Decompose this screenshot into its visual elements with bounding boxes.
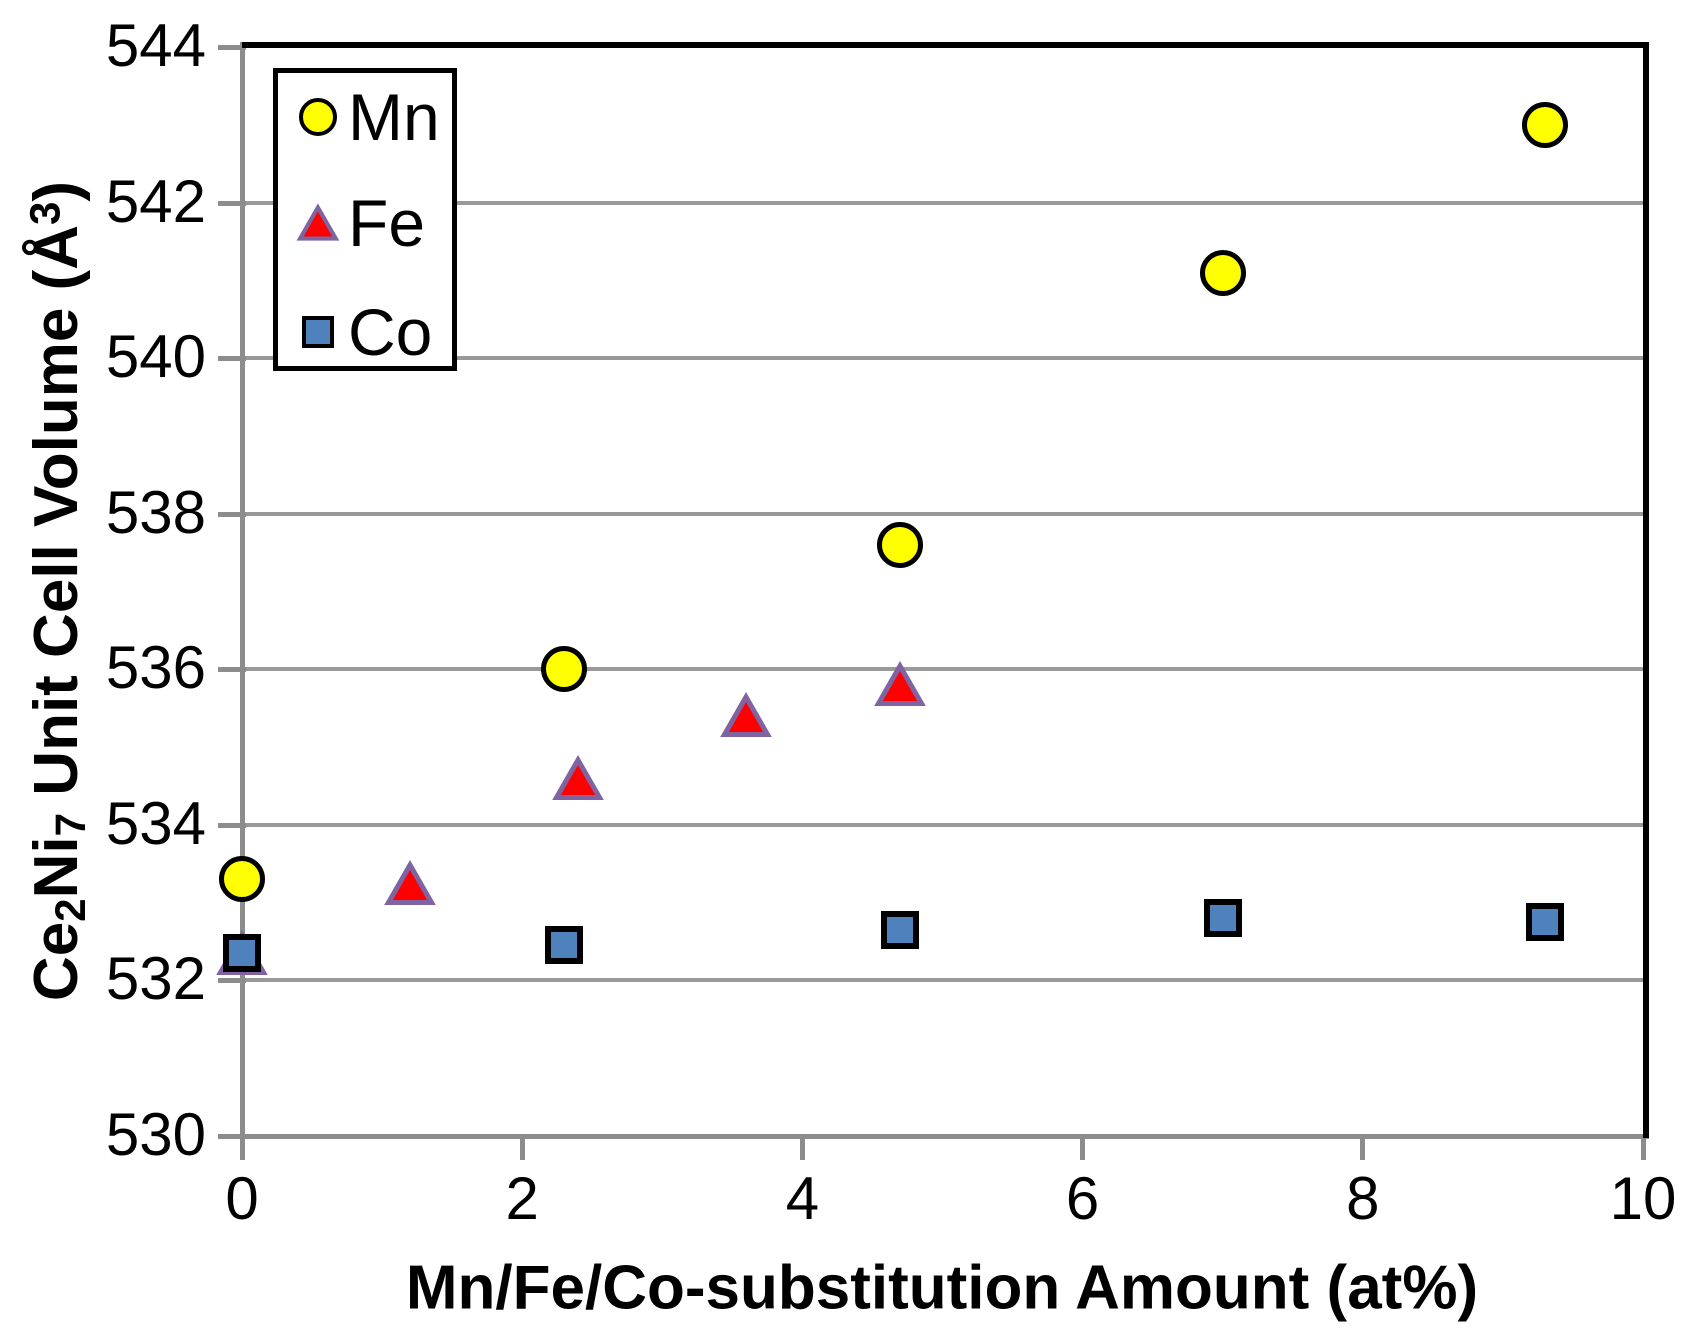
plot-frame bbox=[242, 42, 1649, 1138]
mn-legend-marker bbox=[298, 97, 338, 137]
y-tick-540 bbox=[218, 356, 246, 362]
y-tick-label-540: 540 bbox=[105, 323, 206, 391]
y-tick-label-538: 538 bbox=[105, 478, 206, 546]
gridline-y-534 bbox=[242, 822, 1643, 827]
x-tick-4 bbox=[799, 1136, 805, 1160]
x-axis-line bbox=[228, 1134, 1649, 1139]
fe-point-1 bbox=[384, 859, 436, 905]
y-title-sup: 3 bbox=[21, 201, 69, 226]
gridline-y-532 bbox=[242, 978, 1643, 983]
fe-point-4 bbox=[874, 661, 927, 707]
fe-legend-marker bbox=[296, 203, 340, 241]
y-axis-title: Ce2Ni7 Unit Cell Volume (Å3) bbox=[21, 181, 95, 1001]
co-point-1 bbox=[545, 926, 584, 965]
y-axis-line bbox=[240, 42, 245, 1160]
gridline-y-540 bbox=[242, 356, 1643, 361]
y-title-text: ) bbox=[22, 180, 92, 202]
fe-point-4-shape bbox=[874, 661, 927, 707]
legend-label-mn: Mn bbox=[348, 80, 440, 154]
y-tick-538 bbox=[218, 511, 246, 517]
gridline-y-536 bbox=[242, 667, 1643, 672]
co-point-4 bbox=[1525, 903, 1564, 942]
x-tick-label-0: 0 bbox=[225, 1165, 259, 1232]
co-point-2 bbox=[881, 910, 920, 949]
x-tick-8 bbox=[1360, 1136, 1366, 1160]
x-tick-10 bbox=[1640, 1136, 1646, 1160]
y-tick-label-536: 536 bbox=[105, 634, 206, 702]
legend: Mn Fe Co bbox=[273, 68, 457, 371]
x-tick-label-4: 4 bbox=[785, 1165, 820, 1232]
fe-point-2-shape bbox=[552, 754, 605, 800]
y-tick-label-530: 530 bbox=[105, 1101, 206, 1169]
x-tick-label-8: 8 bbox=[1346, 1165, 1380, 1232]
fe-point-3 bbox=[720, 692, 773, 738]
co-legend-marker bbox=[302, 316, 334, 348]
co-point-0 bbox=[223, 934, 261, 973]
gridline-y-538 bbox=[242, 511, 1643, 516]
x-axis-title: Mn/Fe/Co-substitution Amount (at%) bbox=[405, 1253, 1479, 1323]
y-title-text: Ce bbox=[22, 921, 92, 1002]
x-tick-6 bbox=[1080, 1136, 1086, 1160]
legend-label-fe: Fe bbox=[348, 186, 426, 260]
y-tick-label-534: 534 bbox=[105, 789, 206, 857]
y-tick-532 bbox=[218, 978, 246, 984]
y-tick-536 bbox=[218, 667, 246, 673]
mn-point-2 bbox=[877, 521, 924, 568]
mn-point-4 bbox=[1521, 101, 1568, 148]
fe-legend-marker-shape bbox=[296, 203, 340, 241]
legend-label-co: Co bbox=[348, 295, 433, 369]
y-title-sub: 2 bbox=[46, 898, 94, 922]
y-tick-label-544: 544 bbox=[105, 12, 206, 80]
x-tick-label-2: 2 bbox=[505, 1165, 539, 1232]
x-tick-2 bbox=[519, 1136, 525, 1160]
fe-point-2 bbox=[552, 754, 605, 800]
y-title-text: Ni bbox=[22, 836, 92, 899]
mn-point-0 bbox=[219, 856, 265, 903]
y-tick-534 bbox=[218, 822, 246, 828]
co-point-3 bbox=[1203, 899, 1242, 938]
x-tick-label-6: 6 bbox=[1065, 1165, 1100, 1232]
mn-point-3 bbox=[1199, 249, 1246, 296]
y-tick-label-542: 542 bbox=[105, 167, 206, 235]
y-tick-542 bbox=[218, 200, 246, 206]
x-tick-label-10: 10 bbox=[1609, 1165, 1677, 1232]
fe-point-1-shape bbox=[384, 859, 436, 905]
y-tick-544 bbox=[218, 45, 246, 50]
gridline-y-542 bbox=[242, 200, 1643, 205]
y-title-text: Unit Cell Volume (Å bbox=[22, 225, 92, 813]
y-tick-label-532: 532 bbox=[105, 945, 206, 1013]
y-title-sub: 7 bbox=[46, 812, 94, 837]
mn-point-1 bbox=[541, 646, 588, 693]
fe-point-3-shape bbox=[720, 692, 773, 738]
